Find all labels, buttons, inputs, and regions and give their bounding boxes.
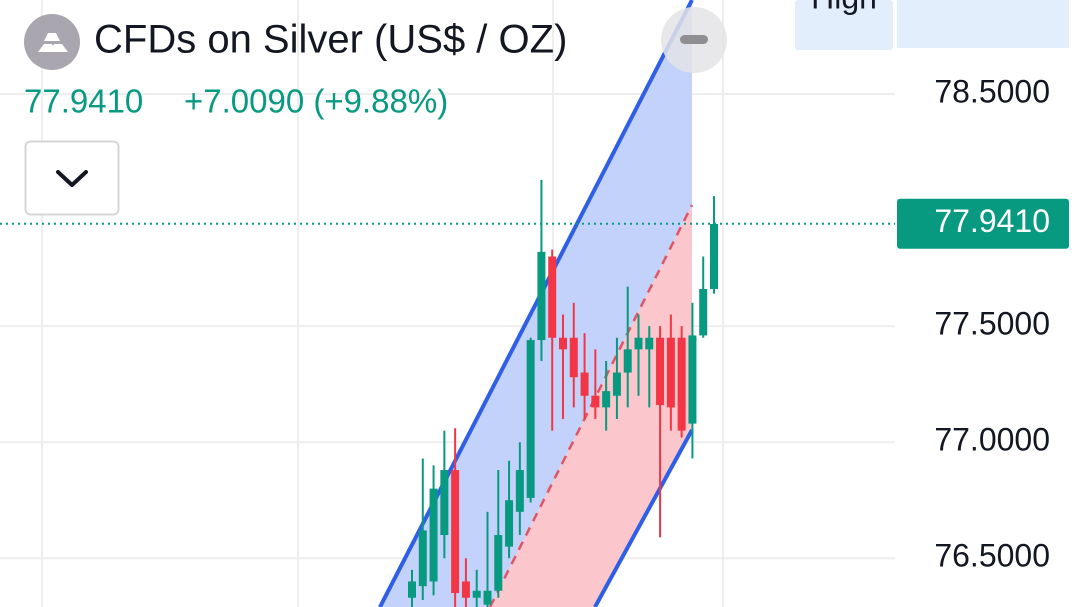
collapse-icon [680, 35, 708, 44]
dropdown-box[interactable] [24, 140, 120, 216]
candle-body [451, 470, 460, 594]
candle-body [515, 470, 524, 512]
price-change: +7.0090 (+9.88%) [184, 83, 448, 120]
candle-body [634, 337, 643, 350]
high-badge [897, 0, 1069, 48]
y-tick-label: 77.0000 [934, 422, 1050, 458]
candle-body [408, 581, 416, 598]
candle-body [537, 251, 546, 341]
y-tick-label: 76.5000 [934, 538, 1050, 574]
candle-body [645, 337, 654, 350]
candle-body [526, 340, 535, 498]
candle-body [602, 391, 611, 408]
candle-body [505, 500, 514, 547]
icon-bar [44, 33, 60, 41]
channel-lower-line [593, 429, 694, 607]
candle-body [623, 349, 632, 373]
candle-body [699, 288, 708, 336]
candle-body [559, 337, 567, 350]
candle-body [472, 590, 481, 598]
h-grid [0, 93, 895, 560]
high-tag [795, 0, 893, 50]
candle-body [677, 337, 686, 431]
last-price-axis-label: 77.9410 [934, 203, 1050, 239]
y-tick-label: 77.5000 [934, 306, 1050, 342]
candles [408, 179, 718, 607]
candle-body [580, 372, 589, 396]
symbol-icon [24, 14, 80, 70]
high-title: High [811, 0, 877, 15]
symbol-title: CFDs on Silver (US$ / OZ) [94, 18, 567, 62]
collapse-button[interactable] [661, 7, 727, 73]
overlay: 78.5000 77.5000 77.0000 76.5000 77.9410 High [0, 0, 1069, 574]
candle-body [483, 590, 492, 605]
icon-bar [50, 44, 68, 52]
candle-body [461, 581, 470, 598]
candle-body [656, 337, 665, 406]
candle-body [688, 335, 697, 424]
candle-body [569, 337, 578, 378]
channel-mid-line [488, 204, 694, 607]
candle-body [494, 535, 503, 591]
last-price: 77.9410 [24, 83, 143, 120]
candle-body [418, 530, 427, 587]
candle-body [612, 372, 621, 396]
dropdown-chevron [56, 170, 88, 187]
dropdown-button[interactable] [24, 140, 120, 216]
candle-body [666, 337, 675, 408]
last-price-badge [897, 198, 1069, 249]
candle-body [591, 395, 600, 408]
header: CFDs on Silver (US$ / OZ) 77.9410 +7.009… [24, 14, 567, 120]
candle-body [440, 470, 449, 536]
candle-body [548, 256, 557, 338]
candle-body [710, 223, 718, 289]
candle-body [429, 488, 438, 582]
y-tick-label: 78.5000 [934, 73, 1050, 109]
